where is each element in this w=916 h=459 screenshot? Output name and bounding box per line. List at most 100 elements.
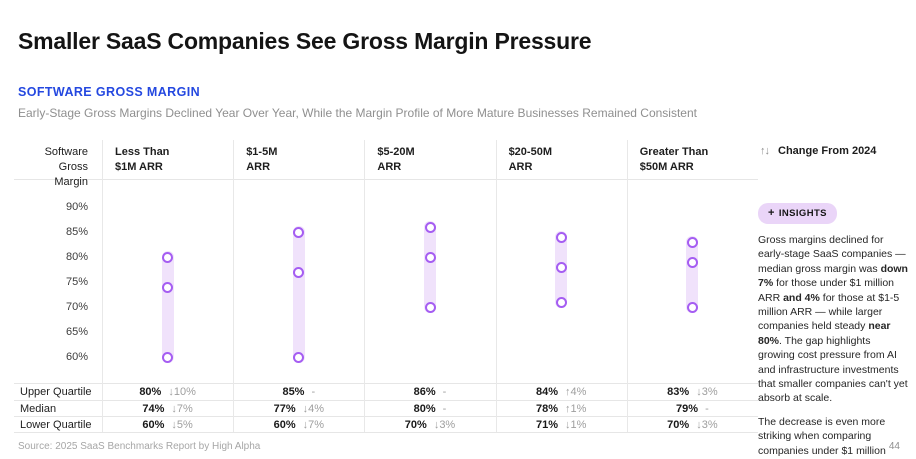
change-from-2024: ↓1% bbox=[565, 419, 587, 432]
table-cell: 70% ↓3% bbox=[405, 419, 455, 431]
row-label: Upper Quartile bbox=[20, 385, 92, 398]
page-subtitle: Early-Stage Gross Margins Declined Year … bbox=[18, 106, 697, 120]
table-cell: 80% - bbox=[414, 403, 447, 415]
quartile-value: 78% bbox=[535, 402, 558, 415]
section-label: SOFTWARE GROSS MARGIN bbox=[18, 85, 201, 99]
quartile-value: 60% bbox=[142, 419, 165, 432]
quartile-value: 77% bbox=[273, 402, 296, 415]
table-cell: 80% ↓10% bbox=[139, 386, 196, 398]
column-separator bbox=[626, 140, 628, 432]
page-number: 44 bbox=[888, 441, 900, 452]
column-separator bbox=[495, 140, 497, 432]
quartile-range-band bbox=[686, 236, 699, 313]
insights-badge: + INSIGHTS bbox=[758, 203, 837, 224]
column-header: Less Than $1M ARR bbox=[115, 146, 170, 173]
axis-title: Software Gross Margin bbox=[14, 140, 102, 188]
table-row: Lower Quartile 60% ↓5% 60% ↓7% 70% ↓3% 71% ↓1% 70… bbox=[14, 416, 758, 433]
row-label: Median bbox=[20, 402, 57, 415]
quartile-value: 80% bbox=[413, 402, 436, 415]
table-cell: 60% ↓7% bbox=[274, 419, 324, 431]
quartile-value: 86% bbox=[413, 385, 436, 398]
y-axis-tick: 60% bbox=[65, 351, 88, 363]
lower-quartile-dot bbox=[555, 296, 567, 308]
insights-paragraph: Gross margins declined for early-stage S… bbox=[758, 234, 908, 405]
y-axis-tick: 75% bbox=[65, 276, 88, 288]
y-axis-tick: 65% bbox=[65, 326, 88, 338]
quartile-range-band bbox=[161, 251, 174, 363]
quartile-value: 60% bbox=[273, 419, 296, 432]
table-cell: 60% ↓5% bbox=[142, 419, 192, 431]
change-from-2024: - bbox=[705, 402, 709, 415]
quartile-value: 70% bbox=[667, 419, 690, 432]
table-cell: 71% ↓1% bbox=[536, 419, 586, 431]
up-down-arrows-icon: ↑↓ bbox=[760, 145, 770, 157]
insights-paragraph: The decrease is even more striking when … bbox=[758, 415, 886, 457]
quartile-value: 80% bbox=[139, 385, 162, 398]
insights-badge-label: INSIGHTS bbox=[778, 208, 827, 219]
change-from-2024: ↓7% bbox=[302, 419, 325, 432]
median-dot bbox=[555, 261, 567, 273]
upper-quartile-dot bbox=[162, 251, 174, 263]
quartile-value: 70% bbox=[404, 419, 427, 432]
column-header: $5-20M ARR bbox=[377, 146, 415, 173]
quartile-table: Upper Quartile 80% ↓10% 85% -86% -84% ↑4% 83% ↓3… bbox=[14, 383, 758, 433]
axis-title-line2: Margin bbox=[54, 176, 88, 188]
table-cell: 78% ↑1% bbox=[536, 403, 586, 415]
quartile-value: 84% bbox=[535, 385, 558, 398]
upper-quartile-dot bbox=[555, 231, 567, 243]
upper-quartile-dot bbox=[686, 236, 698, 248]
table-cell: 85% - bbox=[282, 386, 315, 398]
change-from-2024: ↓3% bbox=[696, 419, 718, 432]
change-from-2024: ↑1% bbox=[565, 402, 587, 415]
lower-quartile-dot bbox=[293, 351, 305, 363]
quartile-value: 74% bbox=[142, 402, 165, 415]
table-cell: 70% ↓3% bbox=[667, 419, 717, 431]
column-header: Greater Than $50M ARR bbox=[639, 146, 709, 173]
change-from-2024: ↑4% bbox=[565, 385, 587, 398]
column-separator bbox=[102, 140, 103, 432]
change-from-2024: ↓10% bbox=[168, 385, 196, 398]
upper-quartile-dot bbox=[293, 226, 305, 238]
chart-header-row: Software Gross Margin Less Than $1M ARR $1… bbox=[14, 140, 758, 188]
lower-quartile-dot bbox=[686, 301, 698, 313]
change-from-2024: ↓3% bbox=[696, 385, 718, 398]
column-separator bbox=[233, 140, 235, 432]
y-axis-tick: 90% bbox=[65, 201, 88, 213]
column-separator bbox=[364, 140, 366, 432]
median-dot bbox=[424, 251, 436, 263]
y-axis-tick: 80% bbox=[65, 251, 88, 263]
gross-margin-chart: Software Gross Margin Less Than $1M ARR $1… bbox=[14, 140, 758, 433]
insights-panel: + INSIGHTS Gross margins declined for ea… bbox=[758, 203, 909, 459]
median-dot bbox=[162, 281, 174, 293]
table-cell: 77% ↓4% bbox=[274, 403, 324, 415]
table-cell: 74% ↓7% bbox=[142, 403, 192, 415]
plus-icon: + bbox=[768, 207, 775, 219]
quartile-value: 83% bbox=[667, 385, 690, 398]
column-header: $20-50M ARR bbox=[508, 146, 552, 173]
change-from-2024: ↓3% bbox=[433, 419, 456, 432]
change-from-2024: - bbox=[442, 402, 447, 415]
median-dot bbox=[293, 266, 305, 278]
change-from-2024: ↓7% bbox=[171, 402, 193, 415]
source-note: Source: 2025 SaaS Benchmarks Report by H… bbox=[18, 441, 261, 452]
lower-quartile-dot bbox=[424, 301, 436, 313]
lower-quartile-dot bbox=[162, 351, 174, 363]
median-dot bbox=[686, 256, 698, 268]
table-row: Median 74% ↓7% 77% ↓4% 80% -78% ↑1% 79% - bbox=[14, 399, 758, 417]
quartile-value: 85% bbox=[282, 385, 305, 398]
quartile-range-band bbox=[292, 226, 305, 363]
change-from-2024: - bbox=[442, 385, 447, 398]
quartile-range-band bbox=[424, 221, 436, 313]
legend-label: Change From 2024 bbox=[778, 145, 877, 157]
table-cell: 86% - bbox=[414, 386, 447, 398]
quartile-value: 79% bbox=[676, 402, 699, 415]
column-header: $1-5M ARR bbox=[246, 146, 278, 173]
insights-text: Gross margins declined for early-stage S… bbox=[758, 233, 909, 459]
change-from-2024: ↓4% bbox=[302, 402, 325, 415]
table-cell: 83% ↓3% bbox=[667, 386, 717, 398]
row-label: Lower Quartile bbox=[20, 419, 92, 432]
change-from-2024: ↓5% bbox=[171, 419, 193, 432]
y-axis-tick: 70% bbox=[65, 301, 88, 313]
change-legend: ↑↓ Change From 2024 bbox=[760, 145, 876, 157]
